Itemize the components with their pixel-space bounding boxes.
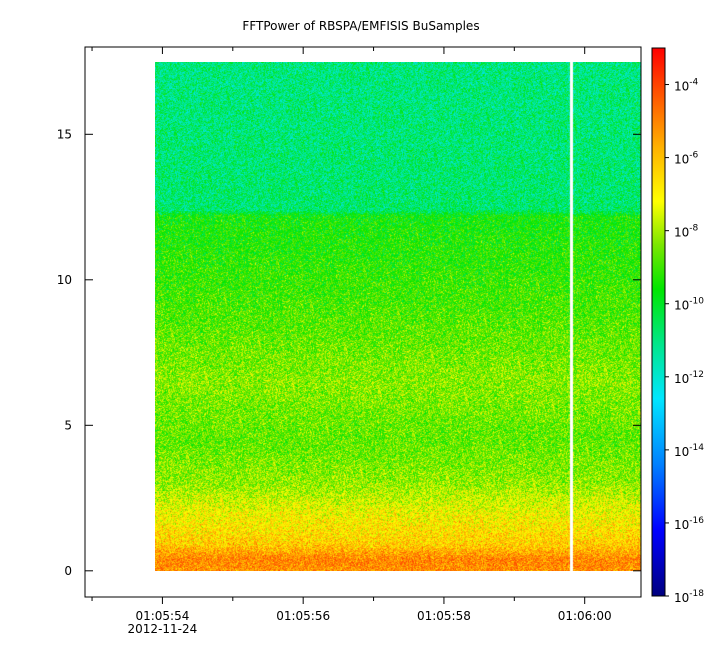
spectrogram-raster	[155, 62, 641, 571]
colorbar-tick-label: 10-14	[674, 443, 704, 459]
spectrogram-image	[155, 62, 641, 571]
y-tick-label: 5	[64, 418, 72, 432]
colorbar-tick-label: 10-10	[674, 297, 704, 313]
x-tick-label: 01:05:56	[276, 609, 330, 623]
y-axis: 0 5 10 15	[57, 127, 641, 578]
colorbar-tick-label: 10-6	[674, 151, 699, 167]
colorbar-tick-label: 10-18	[674, 589, 704, 605]
x-tick-label: 01:05:58	[417, 609, 471, 623]
colorbar-tick-label: 10-12	[674, 370, 704, 386]
colorbar-tick-label: 10-16	[674, 516, 704, 532]
plot-border	[84, 46, 642, 598]
chart-title: FFTPower of RBSPA/EMFISIS BuSamples	[242, 19, 479, 33]
colorbar-tick-label: 10-4	[674, 78, 699, 94]
y-tick-label: 10	[57, 273, 72, 287]
x-tick-label: 01:05:54	[135, 609, 189, 623]
colorbar-tick-label: 10-8	[674, 224, 699, 240]
y-tick-label: 0	[64, 564, 72, 578]
y-tick-label: 15	[57, 127, 72, 141]
x-date-label: 2012-11-24	[128, 622, 198, 636]
x-tick-label: 01:06:00	[558, 609, 612, 623]
colorbar-gradient	[651, 47, 666, 597]
colorbar-legend: 10-4 10-6 10-8 10-10 10-12 10-14 10-16 10-18	[651, 47, 704, 605]
colorbar-ticks: 10-4 10-6 10-8 10-10 10-12 10-14 10-16 10-18	[665, 78, 704, 605]
